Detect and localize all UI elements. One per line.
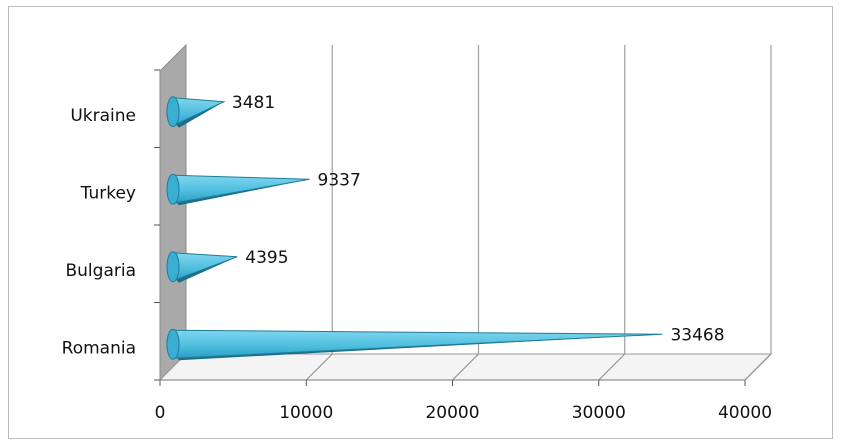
y-tick-label: Romania bbox=[62, 338, 136, 358]
floor-gridline bbox=[598, 353, 626, 381]
data-label: 9337 bbox=[318, 170, 361, 190]
x-tick-label: 30000 bbox=[572, 403, 626, 423]
bar bbox=[172, 97, 226, 127]
bar bbox=[172, 252, 238, 282]
bar-base bbox=[166, 173, 180, 205]
data-label: 3481 bbox=[232, 93, 275, 113]
y-tick-label: Ukraine bbox=[70, 106, 136, 126]
x-tick-label: 0 bbox=[155, 403, 166, 423]
x-tick-label: 40000 bbox=[718, 403, 772, 423]
data-label: 4395 bbox=[245, 248, 288, 268]
floor-gridline bbox=[452, 353, 479, 381]
gridlines bbox=[154, 45, 772, 386]
bar-base bbox=[166, 96, 180, 128]
bar bbox=[172, 174, 310, 204]
labels: 0 10000 20000 30000 40000 33468 Romania 4395 Bul… bbox=[62, 93, 772, 423]
bars bbox=[166, 96, 663, 361]
floor-gridline bbox=[305, 353, 333, 381]
bar-base bbox=[166, 251, 180, 283]
floor-gridline bbox=[744, 353, 772, 381]
x-tick-label: 20000 bbox=[425, 403, 479, 423]
y-tick-label: Bulgaria bbox=[66, 261, 137, 281]
x-tick-label: 10000 bbox=[279, 403, 333, 423]
bar-base bbox=[166, 328, 180, 360]
data-label: 33468 bbox=[670, 325, 724, 345]
y-tick-label: Turkey bbox=[80, 183, 136, 203]
